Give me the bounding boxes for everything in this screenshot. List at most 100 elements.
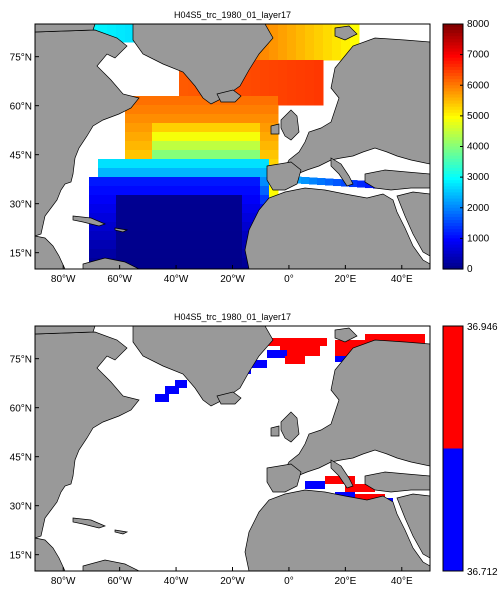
data-cell (224, 159, 234, 169)
colorbar-segment (443, 88, 463, 92)
data-cell (269, 186, 279, 196)
data-cell (305, 78, 315, 88)
data-cell (107, 213, 117, 223)
data-cell (242, 150, 252, 160)
data-cell (179, 114, 189, 124)
colorbar-segment (443, 73, 463, 77)
data-cell (242, 168, 252, 178)
data-cell (260, 123, 270, 133)
data-cell (249, 360, 267, 368)
data-cell (143, 132, 153, 142)
colorbar-segment (443, 51, 463, 56)
data-cell (242, 267, 252, 269)
colorbar-segment (443, 164, 463, 169)
data-cell (251, 159, 261, 169)
data-cell (242, 114, 252, 124)
data-cell (224, 105, 234, 115)
data-cell (215, 132, 225, 142)
colorbar-segment (443, 118, 463, 123)
data-cell (233, 177, 243, 187)
data-cell (269, 69, 279, 79)
land-polygon (270, 425, 280, 437)
data-cell (107, 159, 117, 169)
data-cell (260, 177, 270, 187)
colorbar-segment (443, 79, 463, 83)
data-cell (89, 204, 99, 214)
data-cell (152, 249, 162, 259)
x-tick-label: 0° (284, 274, 294, 285)
data-cell (197, 222, 207, 232)
data-cell (251, 87, 261, 97)
data-cell (107, 249, 117, 259)
data-cell (269, 159, 279, 169)
data-cell (116, 168, 126, 178)
land-polygon (216, 391, 242, 405)
colorbar-segment (443, 109, 463, 114)
land-polygon (35, 537, 66, 571)
data-cell (161, 231, 171, 241)
data-cell (260, 78, 270, 88)
data-cell (179, 123, 189, 133)
data-cell (143, 168, 153, 178)
data-cell (269, 33, 279, 43)
data-cell (197, 168, 207, 178)
data-cell (179, 168, 189, 178)
data-cell (206, 186, 216, 196)
data-cell (260, 186, 270, 196)
data-cell (98, 231, 108, 241)
data-cell (179, 105, 189, 115)
data-cell (134, 195, 144, 205)
data-cell (242, 96, 252, 106)
data-cell (134, 96, 144, 106)
data-cell (260, 195, 270, 205)
data-cell (152, 168, 162, 178)
data-cell (233, 150, 243, 160)
data-cell (134, 141, 144, 151)
colorbar-segment (443, 250, 463, 255)
data-cell (161, 258, 171, 268)
map-layer: 80°W 60°W 40°W 20°W 0° 20°E 40°E 75°N 60°N 45°N 30… (10, 325, 431, 587)
data-cell (161, 267, 171, 269)
data-cell (179, 96, 189, 106)
colorbar-segment (443, 244, 463, 249)
data-cell (134, 267, 144, 269)
data-cell (269, 60, 279, 70)
x-tick-label: 20°W (220, 576, 245, 587)
colorbar-segment-high (443, 326, 463, 449)
data-cell (233, 105, 243, 115)
colorbar-segment (443, 256, 463, 261)
colorbar-segment (443, 226, 463, 230)
data-cell (296, 60, 306, 70)
data-cell (233, 186, 243, 196)
data-cell (170, 213, 180, 223)
data-cell (116, 33, 126, 43)
data-cell (116, 177, 126, 187)
land-polygon (280, 109, 300, 141)
data-cell (179, 141, 189, 151)
data-cell (188, 159, 198, 169)
data-cell (269, 141, 279, 151)
land-polygon (82, 257, 140, 269)
data-cell (224, 168, 234, 178)
data-cell (242, 195, 252, 205)
colorbar-segment (443, 177, 463, 181)
data-cell (98, 249, 108, 259)
data-cell (161, 195, 171, 205)
colorbar-segment (443, 149, 463, 154)
data-cell (215, 141, 225, 151)
colorbar-tick-label: 5000 (467, 111, 490, 122)
colorbar-segment (443, 213, 463, 218)
data-cell (125, 186, 135, 196)
data-cell (98, 204, 108, 214)
data-cell (143, 240, 153, 250)
colorbar-segment (443, 112, 463, 117)
data-cell (175, 380, 187, 388)
y-tick-label: 60°N (10, 404, 32, 415)
data-cell (125, 168, 135, 178)
data-cell (179, 186, 189, 196)
data-cell (215, 204, 225, 214)
data-cell (197, 186, 207, 196)
data-cell (278, 60, 288, 70)
data-cell (278, 78, 288, 88)
data-cell (233, 87, 243, 97)
